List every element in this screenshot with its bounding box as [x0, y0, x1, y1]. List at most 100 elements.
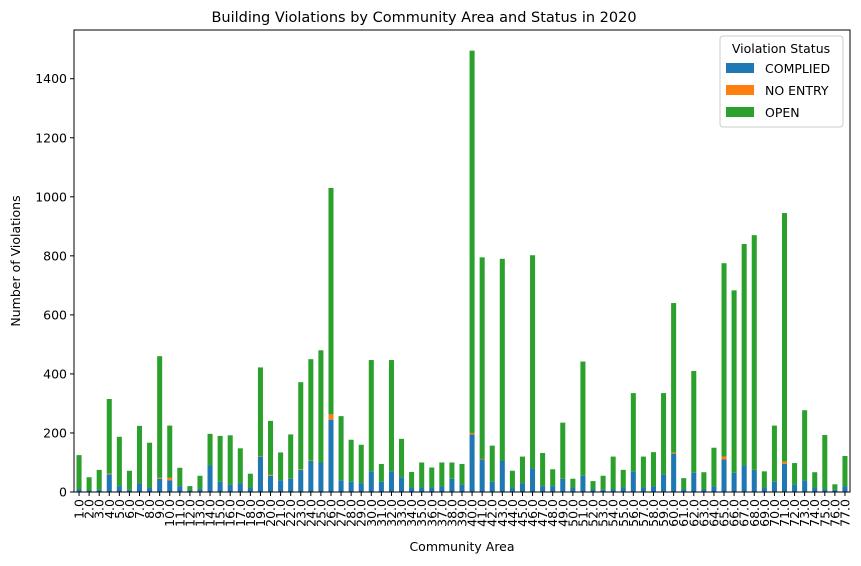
- bar-segment-complied-43.0: [499, 461, 505, 492]
- legend: Violation Status COMPLIED NO ENTRY OPEN: [719, 35, 844, 128]
- bar-segment-open-15.0: [217, 435, 223, 482]
- bar-segment-complied-18.0: [247, 487, 253, 492]
- x-tick-label: 52.0: [586, 499, 601, 527]
- x-tick-label: 70.0: [767, 499, 782, 527]
- bar-segment-complied-35.0: [419, 487, 425, 492]
- x-tick-label: 60.0: [666, 499, 681, 527]
- x-tick-label: 31.0: [374, 499, 389, 527]
- bar-segment-open-8.0: [147, 442, 153, 488]
- bar-segment-no-entry-24.0: [308, 460, 314, 461]
- x-tick-label: 9.0: [152, 499, 167, 519]
- bar-segment-complied-17.0: [237, 483, 243, 492]
- bar-segment-complied-44.0: [509, 487, 515, 492]
- bar-segment-open-32.0: [388, 360, 394, 472]
- bar-segment-open-42.0: [489, 445, 495, 482]
- bar-segment-open-48.0: [550, 469, 556, 487]
- x-tick-label: 50.0: [565, 499, 580, 527]
- x-tick-label: 69.0: [757, 499, 772, 527]
- x-tick-label: 1.0: [72, 499, 87, 519]
- bar-segment-open-6.0: [126, 470, 132, 490]
- bar-segment-no-entry-65.0: [721, 456, 727, 460]
- bar-segment-no-entry-40.0: [469, 432, 475, 435]
- y-tick-label: 0: [59, 485, 67, 500]
- legend-title: Violation Status: [732, 41, 830, 56]
- x-tick-label: 48.0: [545, 499, 560, 527]
- bar-segment-complied-66.0: [731, 472, 737, 492]
- x-tick-label: 17.0: [233, 499, 248, 527]
- bar-segment-complied-39.0: [459, 484, 465, 492]
- bar-segment-open-29.0: [358, 444, 364, 484]
- bar-segment-complied-19.0: [257, 456, 263, 492]
- bar-segment-complied-36.0: [429, 487, 435, 492]
- bar-segment-complied-11.0: [177, 486, 183, 492]
- bar-segment-complied-14.0: [207, 465, 213, 492]
- bar-segment-complied-47.0: [540, 486, 546, 492]
- bar-segment-complied-9.0: [157, 478, 163, 492]
- bar-segment-complied-56.0: [630, 471, 636, 492]
- legend-label-open: OPEN: [765, 105, 800, 120]
- bar-segment-complied-50.0: [570, 487, 576, 492]
- x-tick-label: 15.0: [213, 499, 228, 527]
- legend-swatch-complied: [726, 63, 754, 73]
- bar-segment-complied-76.0: [832, 489, 838, 492]
- bar-segment-open-63.0: [701, 472, 707, 490]
- legend-label-complied: COMPLIED: [765, 61, 830, 76]
- bar-segment-open-37.0: [439, 462, 445, 487]
- bar-segment-complied-45.0: [519, 483, 525, 492]
- bar-segment-complied-53.0: [600, 489, 606, 492]
- bar-segment-open-64.0: [711, 447, 717, 487]
- bar-segment-complied-6.0: [126, 489, 132, 492]
- x-tick-label: 41.0: [475, 499, 490, 527]
- bar-segment-complied-33.0: [399, 477, 405, 492]
- bar-segment-open-44.0: [509, 470, 515, 488]
- x-tick-label: 34.0: [404, 499, 419, 527]
- x-tick-label: 47.0: [535, 499, 550, 527]
- bar-segment-open-60.0: [671, 303, 677, 453]
- bar-segment-complied-38.0: [449, 478, 455, 492]
- x-tick-label: 51.0: [575, 499, 590, 527]
- bar-segment-complied-32.0: [388, 471, 394, 492]
- bar-segment-open-3.0: [96, 469, 102, 490]
- bar-segment-complied-69.0: [761, 487, 767, 492]
- x-tick-label: 18.0: [243, 499, 258, 527]
- bar-segment-complied-73.0: [802, 480, 808, 492]
- bar-segment-open-24.0: [308, 359, 314, 461]
- x-tick-label: 20.0: [263, 499, 278, 527]
- bar-segment-complied-41.0: [479, 459, 485, 492]
- x-tick-label: 75.0: [817, 499, 832, 527]
- x-tick-label: 16.0: [223, 499, 238, 527]
- y-axis: 0 200 400 600 800 1000 1200 1400: [35, 71, 74, 500]
- bar-segment-complied-77.0: [842, 486, 848, 492]
- bar-segment-open-21.0: [278, 452, 284, 481]
- bar-segment-open-10.0: [167, 425, 173, 478]
- x-tick-label: 21.0: [273, 499, 288, 527]
- x-tick-label: 63.0: [696, 499, 711, 527]
- bar-segment-no-entry-41.0: [479, 458, 485, 460]
- bar-segment-complied-8.0: [147, 487, 153, 492]
- bar-segment-open-59.0: [661, 393, 667, 475]
- bar-segment-open-74.0: [812, 472, 818, 488]
- bar-segment-open-38.0: [449, 462, 455, 479]
- bar-segment-complied-34.0: [409, 487, 415, 492]
- x-tick-label: 67.0: [737, 499, 752, 527]
- y-tick-label: 200: [43, 425, 67, 440]
- bar-segment-complied-25.0: [318, 462, 324, 492]
- bar-segment-open-28.0: [348, 439, 354, 482]
- bar-segment-complied-24.0: [308, 461, 314, 492]
- x-tick-label: 11.0: [172, 499, 187, 527]
- bar-segment-complied-51.0: [580, 475, 586, 492]
- bar-segment-complied-65.0: [721, 459, 727, 492]
- x-tick-label: 14.0: [203, 499, 218, 527]
- bar-segment-no-entry-10.0: [167, 477, 173, 481]
- x-tick-label: 33.0: [394, 499, 409, 527]
- x-tick-label: 59.0: [656, 499, 671, 527]
- bar-segment-open-18.0: [247, 473, 253, 488]
- bar-segment-complied-71.0: [781, 463, 788, 492]
- x-tick-label: 27.0: [334, 499, 349, 527]
- bar-segment-complied-13.0: [197, 489, 203, 492]
- bar-segment-open-68.0: [751, 235, 757, 470]
- bar-segment-open-62.0: [691, 370, 697, 473]
- bar-segment-open-20.0: [268, 420, 274, 475]
- bars-layer: [76, 50, 848, 492]
- y-tick-label: 800: [43, 248, 67, 263]
